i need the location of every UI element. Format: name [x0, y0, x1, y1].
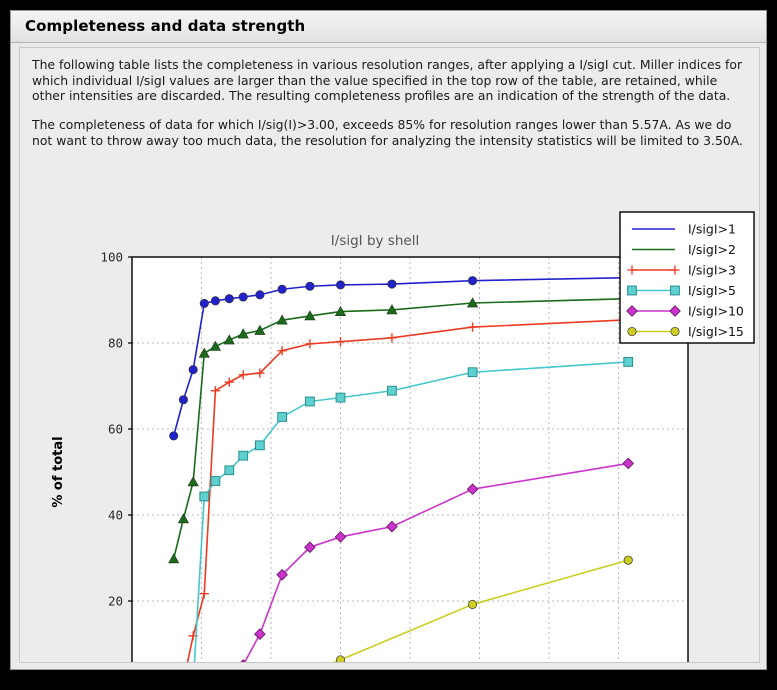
data-point: [334, 305, 347, 316]
data-point: [335, 392, 346, 403]
data-point: [187, 476, 199, 487]
data-point: [622, 457, 635, 470]
legend-box: [619, 211, 755, 344]
data-point: [335, 280, 346, 290]
data-point: [198, 347, 210, 358]
series-line: [172, 297, 629, 560]
data-point: [467, 599, 478, 609]
legend-label: I/sigI>10: [688, 304, 744, 319]
data-point: [169, 431, 179, 441]
y-tick-label: 20: [108, 594, 123, 609]
chart-title: I/sigI by shell: [331, 233, 419, 249]
report-body: The following table lists the completene…: [19, 47, 760, 663]
report-window: Completeness and data strength The follo…: [10, 10, 767, 670]
data-point: [304, 541, 316, 554]
data-point: [334, 531, 347, 543]
data-point: [277, 284, 287, 294]
data-point: [237, 328, 249, 339]
legend-label: I/sigI>3: [688, 263, 736, 278]
data-point: [254, 628, 266, 640]
plot-background: [132, 257, 688, 662]
data-point: [199, 298, 209, 308]
chart-legend: I/sigI>1 I/sigI>2 I/sigI>3 I/sigI>5 I/sigI>1…: [619, 211, 755, 344]
data-point: [304, 310, 316, 321]
data-point: [168, 553, 180, 564]
data-point: [255, 290, 265, 300]
y-tick-label: 80: [108, 336, 123, 351]
data-point: [305, 396, 315, 407]
legend-marker: [670, 285, 680, 296]
series-line: [172, 276, 629, 437]
data-point: [623, 555, 633, 565]
data-point: [224, 294, 234, 304]
data-point: [209, 340, 221, 351]
data-point: [623, 357, 634, 367]
data-point: [276, 568, 288, 581]
data-point: [387, 279, 397, 289]
plot-frame: [131, 256, 689, 662]
data-point: [466, 297, 479, 308]
legend-marker: [669, 305, 681, 317]
legend-marker: [627, 285, 637, 296]
data-point: [386, 304, 398, 315]
completeness-chart: 2.02.53.03.54.04.55.05.56.0020406080100H…: [20, 172, 759, 662]
data-point: [277, 412, 288, 422]
data-point: [254, 324, 266, 335]
series-i-sigi-15: [333, 555, 633, 662]
data-point: [223, 334, 235, 345]
series-line: [186, 318, 629, 662]
data-point: [188, 365, 198, 375]
series-i-sigi-2: [168, 292, 634, 564]
data-point: [178, 395, 188, 405]
data-point: [466, 483, 479, 496]
data-point: [467, 276, 478, 286]
series-i-sigi-1: [169, 273, 633, 441]
series-line: [243, 462, 629, 662]
chart-svg: 2.02.53.03.54.04.55.05.56.0020406080100H…: [51, 211, 755, 662]
data-point: [199, 491, 210, 502]
data-point: [177, 513, 190, 524]
data-point: [387, 385, 397, 396]
data-point: [386, 520, 398, 533]
description-paragraph-2: The completeness of data for which I/sig…: [32, 117, 743, 148]
legend-marker: [626, 305, 638, 317]
data-point: [335, 655, 346, 662]
data-point: [240, 659, 246, 662]
legend-marker: [627, 326, 637, 337]
legend-marker: [670, 326, 680, 337]
series-i-sigi-5: [193, 357, 634, 662]
series-i-sigi-10: [240, 457, 635, 662]
y-tick-label: 60: [108, 422, 123, 437]
legend-label: I/sigI>5: [688, 283, 736, 298]
data-point: [238, 292, 248, 302]
data-point: [224, 465, 235, 476]
y-tick-label: 100: [100, 250, 123, 265]
panel-header: Completeness and data strength: [11, 11, 766, 43]
data-point: [276, 314, 288, 325]
data-point: [210, 296, 220, 306]
legend-label: I/sigI>15: [688, 324, 744, 339]
series-line: [193, 361, 629, 662]
y-tick-label: 40: [108, 508, 123, 523]
y-axis-label: % of total: [51, 436, 66, 507]
legend-label: I/sigI>1: [688, 222, 736, 237]
data-point: [467, 367, 478, 378]
data-point: [210, 476, 221, 486]
description-paragraph-1: The following table lists the completene…: [32, 57, 743, 103]
legend-label: I/sigI>2: [688, 242, 736, 257]
page-title: Completeness and data strength: [25, 17, 306, 35]
data-point: [238, 450, 249, 461]
data-point: [254, 440, 265, 451]
data-point: [305, 281, 315, 291]
